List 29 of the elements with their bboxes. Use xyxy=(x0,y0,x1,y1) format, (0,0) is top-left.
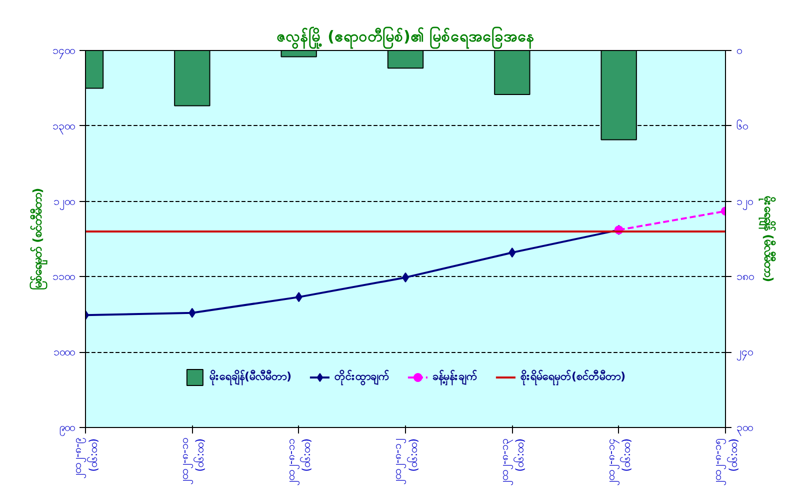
x-tick-label: ၂၀၁၂-၈-၁၃ (၀၆:၀၀) xyxy=(498,438,526,486)
x-tick-label: ၂၀၁၂-၈-၁၄ (၀၆:၀၀) xyxy=(604,438,634,486)
chart-title: ဇလွန်မြို့ (ဧရာဝတီမြစ်)၏ မြစ်ရေအခြေအနေ xyxy=(276,26,535,50)
y2-tick-label: ၁၂၀ xyxy=(736,194,752,210)
x-tick-label: ၂၀၁၂-၈-၁၅ (၀၆:၀၀) xyxy=(711,438,740,486)
y-tick-label: ၁၄၀၀ xyxy=(52,44,74,59)
x-tick-label: ၂၀၁၂-၈-၁၁ (၀၆:၀၀) xyxy=(284,438,314,486)
y2-tick-label: ၂၄၀ xyxy=(736,346,752,361)
legend-label: မိုးရေချိန်(မီလီမီတာ) xyxy=(209,369,292,385)
x-tick-label: ၂၀၁၂-၈-၉ (၀၆:၀၀) xyxy=(71,438,100,478)
y-tick-label: ၁၃၀၀ xyxy=(52,119,74,134)
y2-axis-title: မိုးရေချိန် (မီလီမီတာ) xyxy=(758,194,778,282)
legend-label: စိုးရိမ်ရေမှတ်(စင်တီမီတာ) xyxy=(520,369,626,385)
y-tick-label: ၁၀၀၀ xyxy=(54,346,74,359)
point xyxy=(188,308,196,318)
y2-tick-label: ၀ xyxy=(736,44,742,57)
legend-label: ခန့်မှန်းချက် xyxy=(432,369,478,385)
y-axis-title: မြစ်ရေမှတ် (စင်တီမီတာ) xyxy=(28,188,48,290)
y2-tick-label: ၆၀ xyxy=(736,119,748,132)
x-tick-label: ၂၀၁၂-၈-၁၀ (၀၆:၀၀) xyxy=(178,438,206,484)
y-tick-label: ၉၀၀ xyxy=(60,421,74,436)
y-tick-label: ၁၁၀၀ xyxy=(52,270,74,284)
x-tick-label: ၂၀၁၂-၈-၁၂ (၀၆:၀၀) xyxy=(391,438,420,484)
y2-tick-label: ၁၈၀ xyxy=(736,270,754,284)
y-tick-label: ၁၂၀၀ xyxy=(54,194,74,210)
point xyxy=(508,248,516,258)
point xyxy=(295,292,302,302)
y2-tick-label: ၃၀၀ xyxy=(736,421,752,436)
legend-label: တိုင်းထွာချက် xyxy=(334,369,390,385)
